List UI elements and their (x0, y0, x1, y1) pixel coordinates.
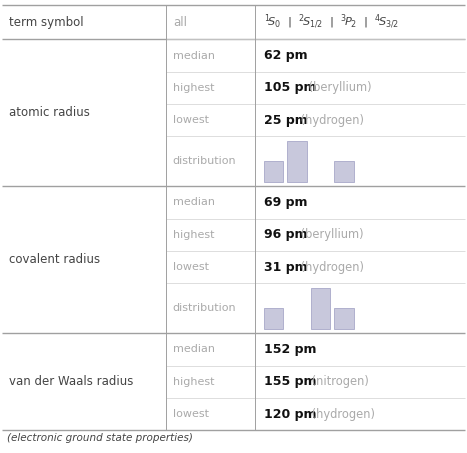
Text: atomic radius: atomic radius (9, 106, 90, 120)
Bar (334, 161, 354, 182)
Text: (nitrogen): (nitrogen) (308, 375, 369, 388)
Text: (electronic ground state properties): (electronic ground state properties) (7, 433, 193, 443)
Bar (287, 141, 307, 182)
Text: highest: highest (173, 377, 214, 387)
Text: lowest: lowest (173, 409, 209, 419)
Text: (hydrogen): (hydrogen) (308, 408, 375, 420)
Text: highest: highest (173, 83, 214, 93)
Text: term symbol: term symbol (9, 15, 84, 29)
Text: covalent radius: covalent radius (9, 253, 100, 266)
Bar (264, 161, 283, 182)
Text: highest: highest (173, 230, 214, 240)
Bar (311, 288, 330, 329)
Text: 31 pm: 31 pm (264, 260, 307, 274)
Text: lowest: lowest (173, 115, 209, 125)
Text: median: median (173, 198, 215, 207)
Text: (beryllium): (beryllium) (297, 228, 364, 241)
Text: all: all (173, 15, 187, 29)
Text: (hydrogen): (hydrogen) (297, 114, 364, 127)
Text: median: median (173, 344, 215, 354)
Text: 25 pm: 25 pm (264, 114, 308, 127)
Bar (334, 308, 354, 329)
Text: 155 pm: 155 pm (264, 375, 316, 388)
Text: distribution: distribution (173, 303, 236, 313)
Text: 105 pm: 105 pm (264, 82, 316, 94)
Text: $^1\!S_0$  |  $^2\!S_{1/2}$  |  $^3\!P_2$  |  $^4\!S_{3/2}$: $^1\!S_0$ | $^2\!S_{1/2}$ | $^3\!P_2$ | … (264, 13, 399, 31)
Text: 62 pm: 62 pm (264, 49, 307, 62)
Text: median: median (173, 51, 215, 61)
Text: (beryllium): (beryllium) (305, 82, 372, 94)
Text: lowest: lowest (173, 262, 209, 272)
Text: 96 pm: 96 pm (264, 228, 307, 241)
Text: 69 pm: 69 pm (264, 196, 307, 209)
Text: 120 pm: 120 pm (264, 408, 316, 420)
Text: (hydrogen): (hydrogen) (297, 260, 364, 274)
Bar (264, 308, 283, 329)
Text: 152 pm: 152 pm (264, 343, 316, 356)
Text: van der Waals radius: van der Waals radius (9, 375, 134, 388)
Text: distribution: distribution (173, 156, 236, 166)
